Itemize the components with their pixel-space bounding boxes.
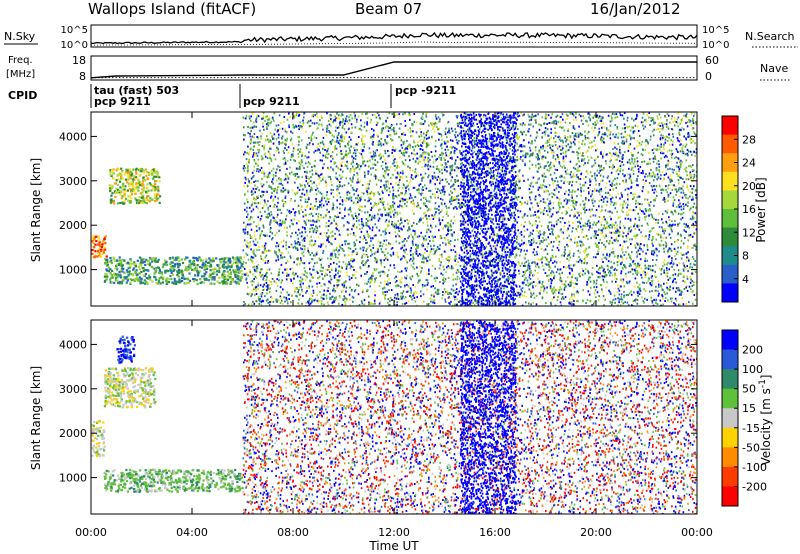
power-band-feature (459, 112, 517, 306)
velocity-colorbar-swatch-6 (722, 447, 738, 468)
nave-tick-bottom: 0 (705, 70, 712, 83)
power-colorbar-swatch-1 (722, 134, 738, 154)
x-tick-5: 20:00 (580, 526, 612, 539)
velocity-ytick-3000: 3000 (59, 383, 87, 396)
velocity-colorbar-tick-6: -100 (742, 461, 767, 474)
noise-search-line (91, 41, 697, 46)
velocity-band-feature (459, 320, 517, 514)
x-tick-3: 12:00 (378, 526, 410, 539)
power-feature-1 (108, 167, 162, 206)
nave-tick-top: 60 (705, 54, 719, 67)
power-colorbar-tick-5: 24 (742, 157, 756, 170)
frequency-panel: Freq. [MHz] 18 8 60 0 Nave (6, 54, 790, 83)
power-colorbar-tick-3: 16 (742, 203, 756, 216)
velocity-colorbar-swatch-1 (722, 349, 738, 370)
power-feature-3 (242, 112, 697, 306)
noise-left-tick-bottom: 10^0 (61, 40, 88, 51)
velocity-colorbar-swatch-2 (722, 369, 738, 390)
power-colorbar-swatch-9 (722, 283, 738, 303)
power-colorbar-swatch-8 (722, 264, 738, 284)
velocity-colorbar-tick-5: -50 (742, 441, 760, 454)
noise-right-tick-bottom: 10^0 (702, 40, 729, 51)
cpid-panel: CPID tau (fast) 503 pcp 9211 pcp 9211 pc… (8, 84, 456, 108)
power-feature-2 (103, 256, 244, 286)
noise-panel: N.Sky 10^5 10^0 10^5 10^0 N.Search (4, 24, 798, 51)
cpid-seg3-line1: pcp -9211 (395, 84, 456, 97)
power-ytick-4000: 4000 (59, 130, 87, 143)
velocity-colorbar-tick-1: 100 (742, 363, 763, 376)
velocity-colorbar-swatch-3 (722, 388, 738, 409)
power-colorbar-swatch-3 (722, 171, 738, 191)
power-colorbar-tick-4: 20 (742, 180, 756, 193)
power-ytick-3000: 3000 (59, 175, 87, 188)
power-colorbar-swatch-7 (722, 246, 738, 266)
x-tick-0: 00:00 (75, 526, 107, 539)
cpid-seg1-line1: tau (fast) 503 (94, 84, 179, 97)
x-axis-label: Time UT (368, 539, 419, 553)
velocity-feature-0 (91, 419, 106, 458)
velocity-ytick-4000: 4000 (59, 338, 87, 351)
power-colorbar-swatch-5 (722, 209, 738, 229)
velocity-feature-4 (242, 320, 697, 514)
velocity-feature-3 (103, 468, 245, 493)
power-colorbar-tick-2: 12 (742, 226, 756, 239)
noise-right-tick-top: 10^5 (702, 25, 729, 36)
x-tick-1: 04:00 (176, 526, 208, 539)
velocity-colorbar-swatch-4 (722, 408, 738, 429)
frequency-label-line1: Freq. (8, 55, 33, 66)
velocity-colorbar-swatch-8 (722, 486, 738, 507)
frequency-tick-bottom: 8 (79, 70, 86, 83)
beam-label: Beam 07 (355, 0, 422, 18)
power-colorbar-tick-6: 28 (742, 133, 756, 146)
cpid-seg1-line2: pcp 9211 (94, 95, 151, 108)
power-feature-0 (91, 235, 108, 259)
velocity-colorbar-swatch-7 (722, 466, 738, 487)
frequency-label-line2: [MHz] (6, 69, 35, 80)
velocity-ylabel: Slant Range [km] (29, 366, 43, 470)
nave-label: Nave (760, 62, 788, 75)
velocity-feature-1 (103, 366, 157, 409)
velocity-colorbar-label: Velocity [m s-1] (758, 375, 773, 466)
power-colorbar-tick-1: 8 (742, 250, 749, 263)
noise-left-tick-top: 10^5 (61, 25, 88, 36)
power-colorbar-tick-0: 4 (742, 273, 749, 286)
cpid-seg2-line2: pcp 9211 (243, 95, 300, 108)
velocity-colorbar-tick-0: 200 (742, 344, 763, 357)
power-panel: 1000 2000 3000 4000 Slant Range [km] 4 8 12 16… (29, 111, 768, 307)
velocity-colorbar-swatch-5 (722, 427, 738, 448)
power-colorbar-swatch-0 (722, 116, 738, 136)
x-tick-4: 16:00 (479, 526, 511, 539)
velocity-ytick-1000: 1000 (59, 472, 87, 485)
noise-right-label: N.Search (745, 30, 795, 43)
velocity-colorbar-tick-7: -200 (742, 480, 767, 493)
frequency-line (90, 61, 697, 79)
power-ytick-1000: 1000 (59, 264, 87, 277)
noise-left-label: N.Sky (4, 30, 36, 43)
frequency-tick-top: 18 (72, 54, 86, 67)
x-tick-6: 00:00 (681, 526, 713, 539)
cpid-label: CPID (8, 89, 37, 102)
power-ylabel: Slant Range [km] (29, 158, 43, 262)
power-colorbar-swatch-6 (722, 227, 738, 247)
velocity-colorbar-swatch-0 (722, 330, 738, 351)
power-colorbar-swatch-2 (722, 153, 738, 173)
velocity-feature-2 (116, 335, 136, 365)
velocity-colorbar-tick-4: -15 (742, 422, 760, 435)
date-label: 16/Jan/2012 (590, 0, 681, 18)
velocity-ytick-2000: 2000 (59, 427, 87, 440)
power-ytick-2000: 2000 (59, 219, 87, 232)
velocity-panel: 1000 2000 3000 4000 Slant Range [km] 200 100… (29, 112, 773, 553)
x-tick-2: 08:00 (277, 526, 309, 539)
velocity-colorbar-tick-2: 50 (742, 383, 756, 396)
power-colorbar-label: Power [dB] (754, 177, 768, 242)
power-colorbar-swatch-4 (722, 190, 738, 210)
plot-title: Wallops Island (fitACF) (88, 0, 256, 18)
noise-sky-line (90, 31, 698, 45)
velocity-colorbar-tick-3: 15 (742, 402, 756, 415)
